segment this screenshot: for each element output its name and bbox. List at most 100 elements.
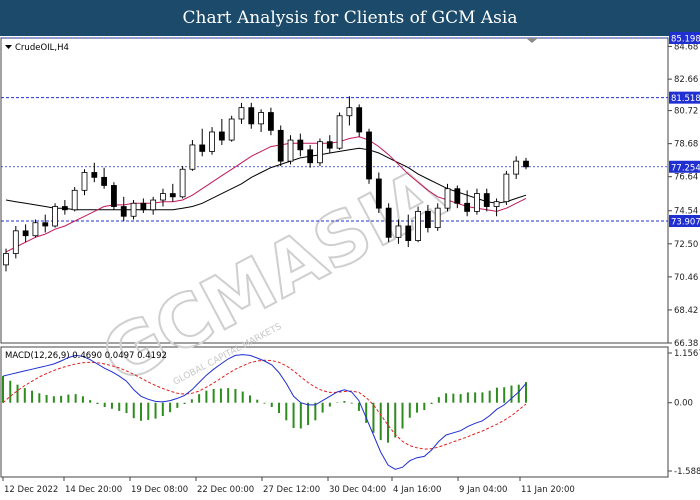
candle-39	[385, 203, 392, 243]
level-tag-1-bg	[669, 91, 700, 104]
macd-panel: 1.1567 0.00 -1.5886	[2, 349, 700, 477]
price-axis: 84.68 82.66 80.72 78.68 76.64 74.54 72.50 70.46…	[668, 42, 698, 349]
candle-19	[189, 140, 196, 171]
candle-22	[218, 119, 225, 145]
candle-37	[366, 128, 372, 184]
candle-29	[287, 135, 294, 165]
candle-46	[454, 185, 461, 209]
price-tick-9: 66.38	[674, 339, 698, 349]
candle-45	[444, 183, 451, 212]
candle-42	[415, 206, 421, 243]
shift-marker-icon[interactable]	[526, 38, 538, 43]
candle-30	[297, 133, 304, 157]
candle-50	[493, 198, 500, 217]
candle-23	[228, 115, 235, 142]
candle-31	[307, 144, 314, 168]
chart-frame	[0, 37, 669, 478]
time-tick-0: 12 Dec 2022	[4, 485, 58, 495]
price-levels	[1, 37, 668, 222]
macd-label: MACD(12,26,9) 0.4690 0.0497 0.4192	[5, 351, 167, 361]
level-tag-2-bg	[669, 215, 700, 228]
candle-43	[424, 204, 431, 233]
current-price-tag-bg	[669, 160, 700, 173]
candle-48	[474, 188, 480, 215]
candle-41	[405, 214, 412, 248]
candle-40	[395, 219, 402, 244]
candle-32	[317, 138, 323, 167]
candle-21	[209, 127, 215, 155]
ma-fast-line	[5, 136, 527, 253]
price-tick-6: 72.50	[674, 240, 698, 250]
collapse-arrow-icon[interactable]	[5, 45, 12, 49]
watermark: GCMASIA GLOBAL CAPITAL MARKETS	[88, 149, 460, 401]
price-tick-0: 84.68	[674, 42, 698, 52]
time-tick-5: 30 Dec 04:00	[329, 485, 386, 495]
level-tag-0-bg	[669, 32, 700, 44]
time-tick-8: 11 Jan 20:00	[521, 485, 575, 495]
price-tick-7: 70.46	[674, 273, 698, 283]
macd-panel-border	[0, 346, 669, 478]
signal-line	[2, 359, 527, 450]
candle-7	[71, 187, 78, 212]
candle-44	[434, 203, 441, 231]
candle-24	[238, 102, 245, 124]
candle-15	[150, 196, 157, 215]
time-tick-2: 19 Dec 08:00	[131, 485, 188, 495]
candle-1	[12, 225, 19, 259]
candle-0	[3, 248, 9, 272]
candle-2	[22, 224, 29, 243]
candle-28	[277, 125, 284, 167]
candle-26	[258, 109, 264, 132]
main-panel-border	[0, 37, 669, 344]
current-price-tag: 77.254	[671, 163, 700, 173]
ma-slow-line	[5, 147, 527, 211]
candle-25	[248, 102, 255, 129]
time-tick-3: 22 Dec 00:00	[197, 485, 254, 495]
macd-tick-1: 0.00	[674, 399, 693, 409]
candle-8	[81, 169, 88, 196]
time-axis: 12 Dec 2022 14 Dec 20:00 19 Dec 08:00 22 De…	[2, 477, 575, 495]
candle-18	[179, 166, 186, 199]
candle-14	[140, 198, 147, 214]
macd-line	[2, 354, 527, 470]
time-tick-7: 9 Jan 04:00	[459, 485, 507, 495]
candle-33	[326, 135, 333, 154]
candle-49	[483, 188, 490, 212]
candle-27	[268, 107, 274, 136]
candle-20	[199, 128, 206, 157]
candle-11	[111, 182, 117, 210]
candlesticks	[3, 96, 529, 272]
price-tick-1: 82.66	[674, 75, 698, 85]
time-tick-1: 14 Dec 20:00	[65, 485, 122, 495]
macd-tick-0: 1.1567	[674, 349, 700, 359]
watermark-main-text: GCMASIA	[89, 150, 459, 400]
symbol-label: CrudeOIL,H4	[15, 43, 69, 53]
candle-5	[52, 203, 58, 228]
price-tick-4: 76.64	[674, 173, 698, 183]
time-tick-4: 27 Dec 12:00	[263, 485, 320, 495]
candle-36	[356, 104, 363, 137]
candle-34	[336, 112, 343, 150]
level-tag-2: 73.907	[671, 218, 700, 228]
moving-averages	[5, 136, 527, 253]
time-tick-6: 4 Jan 16:00	[393, 485, 441, 495]
candle-6	[61, 200, 68, 215]
candle-9	[91, 162, 98, 183]
candle-4	[42, 214, 49, 233]
price-tags: 85.198 81.518 73.907 77.254	[669, 32, 700, 228]
candle-35	[346, 96, 353, 126]
candle-3	[32, 219, 39, 238]
price-tick-3: 78.68	[674, 140, 698, 150]
candle-10	[101, 167, 108, 189]
candle-38	[375, 172, 382, 214]
candle-16	[160, 188, 166, 207]
price-tick-2: 80.72	[674, 107, 698, 117]
candle-17	[169, 183, 176, 202]
candle-47	[464, 190, 471, 217]
level-tag-1: 81.518	[671, 94, 700, 104]
level-tag-0: 85.198	[671, 35, 700, 45]
page-title: Chart Analysis for Clients of GCM Asia	[182, 8, 518, 28]
macd-tick-2: -1.5886	[674, 467, 700, 477]
header-bar: Chart Analysis for Clients of GCM Asia	[0, 0, 700, 36]
